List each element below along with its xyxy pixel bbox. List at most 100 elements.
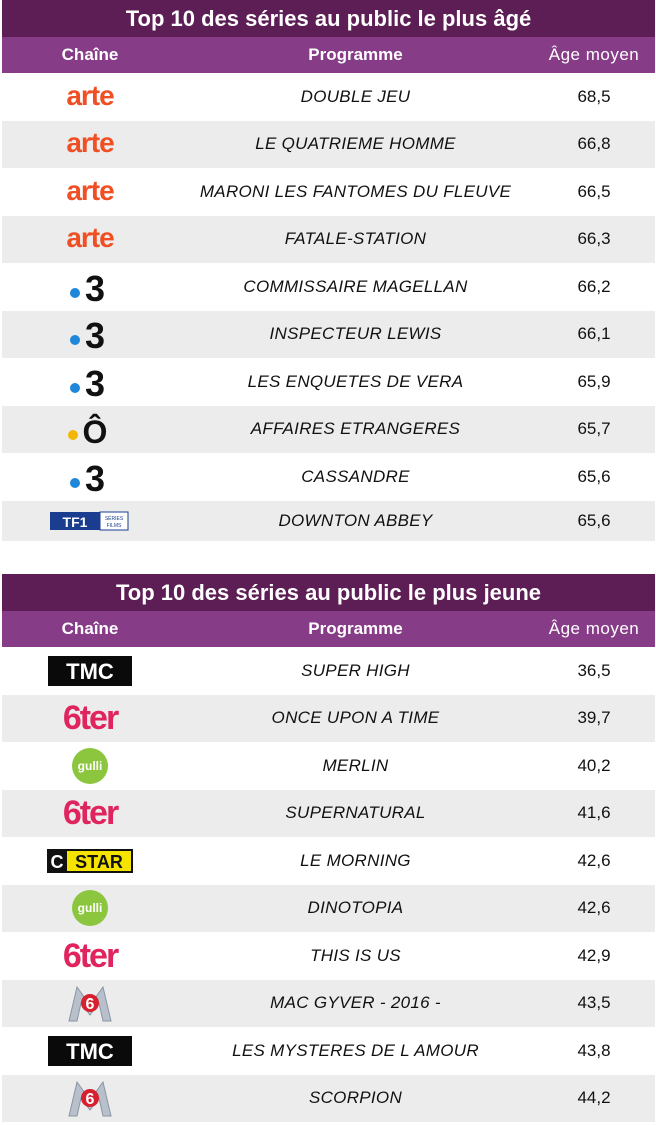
svg-text:6ter: 6ter [63, 938, 119, 974]
program-name: AFFAIRES ETRANGERES [250, 419, 461, 439]
average-age: 66,5 [577, 181, 611, 201]
channel-france3-logo-icon: 3 [2, 358, 178, 406]
oldest-title: Top 10 des séries au public le plus âgé [2, 0, 655, 37]
svg-text:arte: arte [66, 178, 114, 206]
channel-m6-logo-icon: 6 [2, 980, 178, 1028]
channel-tfseries-logo-icon: TF1 SÉRIES FILMS [2, 501, 178, 541]
table-row: 3 INSPECTEUR LEWIS 66,1 [2, 310, 655, 358]
average-age: 65,6 [577, 510, 611, 530]
table-row: TMC SUPER HIGH 36,5 [2, 647, 655, 695]
table-row: 6ter THIS IS US 42,9 [2, 932, 655, 980]
svg-text:C: C [51, 852, 64, 872]
average-age: 39,7 [577, 708, 611, 728]
table-row: 6 SCORPION 44,2 [2, 1074, 655, 1123]
table-row: C STAR LE MORNING 42,6 [2, 837, 655, 885]
average-age: 65,9 [577, 371, 611, 391]
average-age: 41,6 [577, 803, 611, 823]
program-name: MERLIN [322, 755, 389, 775]
table-row: 3 LES ENQUETES DE VERA 65,9 [2, 358, 655, 406]
svg-text:3: 3 [85, 459, 105, 495]
svg-text:3: 3 [85, 269, 105, 305]
program-name: INSPECTEUR LEWIS [269, 324, 442, 344]
svg-text:FILMS: FILMS [107, 523, 122, 529]
program-name: LES MYSTERES DE L AMOUR [232, 1040, 479, 1060]
table-row: TMC LES MYSTERES DE L AMOUR 43,8 [2, 1027, 655, 1075]
table-row: arte FATALE-STATION 66,3 [2, 215, 655, 264]
program-name: LE MORNING [300, 850, 411, 870]
oldest-header-row: Chaîne Programme Âge moyen [2, 37, 655, 73]
average-age: 42,9 [577, 945, 611, 965]
average-age: 65,6 [577, 466, 611, 486]
average-age: 42,6 [577, 898, 611, 918]
program-name: DOWNTON ABBEY [278, 510, 433, 530]
average-age: 36,5 [577, 660, 611, 680]
oldest-table: Top 10 des séries au public le plus âgé … [2, 0, 655, 541]
header-program: Programme [308, 45, 403, 64]
average-age: 66,1 [577, 324, 611, 344]
average-age: 66,2 [577, 276, 611, 296]
header-program: Programme [308, 619, 403, 638]
program-name: COMMISSAIRE MAGELLAN [243, 276, 468, 296]
svg-text:gulli: gulli [78, 759, 103, 773]
channel-france3-logo-icon: 3 [2, 453, 178, 501]
program-name: LE QUATRIEME HOMME [255, 134, 456, 154]
average-age: 65,7 [577, 419, 611, 439]
svg-text:6ter: 6ter [63, 795, 119, 831]
header-age: Âge moyen [548, 45, 640, 64]
program-name: THIS IS US [310, 945, 401, 965]
program-name: SCORPION [308, 1088, 403, 1108]
table-row: 6 MAC GYVER - 2016 - 43,5 [2, 979, 655, 1028]
header-age: Âge moyen [548, 619, 640, 638]
svg-text:arte: arte [66, 83, 114, 111]
table-row: gulli DINOTOPIA 42,6 [2, 884, 655, 933]
table-row: 6ter SUPERNATURAL 41,6 [2, 789, 655, 838]
svg-text:STAR: STAR [75, 852, 123, 872]
svg-text:SÉRIES: SÉRIES [105, 515, 124, 522]
average-age: 66,8 [577, 134, 611, 154]
channel-6ter-logo-icon: 6ter [2, 790, 178, 838]
table-row: TF1 SÉRIES FILMS DOWNTON ABBEY 65,6 [2, 500, 655, 541]
average-age: 43,5 [577, 993, 611, 1013]
program-name: LES ENQUETES DE VERA [247, 371, 464, 391]
table-row: 3 COMMISSAIRE MAGELLAN 66,2 [2, 263, 655, 311]
channel-arte-logo-icon: arte [2, 168, 178, 216]
youngest-table: Top 10 des séries au public le plus jeun… [2, 574, 655, 1122]
program-name: ONCE UPON A TIME [271, 708, 440, 728]
youngest-title: Top 10 des séries au public le plus jeun… [2, 574, 655, 611]
channel-arte-logo-icon: arte [2, 121, 178, 169]
average-age: 68,5 [577, 86, 611, 106]
channel-arte-logo-icon: arte [2, 216, 178, 264]
svg-text:gulli: gulli [78, 901, 103, 915]
table-row: gulli MERLIN 40,2 [2, 742, 655, 790]
svg-text:arte: arte [66, 225, 114, 253]
table-row: arte MARONI LES FANTOMES DU FLEUVE 66,5 [2, 168, 655, 216]
channel-cstar-logo-icon: C STAR [2, 837, 178, 885]
program-name: CASSANDRE [301, 466, 410, 486]
table-row: arte LE QUATRIEME HOMME 66,8 [2, 120, 655, 169]
youngest-header-row: Chaîne Programme Âge moyen [2, 611, 655, 647]
svg-text:3: 3 [85, 316, 105, 352]
channel-franceo-logo-icon: Ô [2, 406, 178, 454]
program-name: MARONI LES FANTOMES DU FLEUVE [199, 181, 512, 201]
channel-m6-logo-icon: 6 [2, 1075, 178, 1123]
average-age: 44,2 [577, 1088, 611, 1108]
program-name: DINOTOPIA [307, 898, 404, 918]
channel-6ter-logo-icon: 6ter [2, 695, 178, 743]
table-row: 3 CASSANDRE 65,6 [2, 453, 655, 501]
channel-tmc-logo-icon: TMC [2, 647, 178, 695]
table-row: 6ter ONCE UPON A TIME 39,7 [2, 694, 655, 743]
program-name: MAC GYVER - 2016 - [270, 993, 441, 1013]
svg-text:3: 3 [85, 364, 105, 400]
program-name: SUPER HIGH [301, 660, 410, 680]
channel-arte-logo-icon: arte [2, 73, 178, 121]
average-age: 40,2 [577, 755, 611, 775]
channel-tmc-logo-icon: TMC [2, 1027, 178, 1075]
header-channel: Chaîne [61, 45, 119, 64]
svg-text:TMC: TMC [66, 659, 114, 684]
channel-6ter-logo-icon: 6ter [2, 932, 178, 980]
channel-gulli-logo-icon: gulli [2, 742, 178, 790]
svg-text:TMC: TMC [66, 1039, 114, 1064]
average-age: 42,6 [577, 850, 611, 870]
channel-gulli-logo-icon: gulli [2, 885, 178, 933]
average-age: 43,8 [577, 1040, 611, 1060]
